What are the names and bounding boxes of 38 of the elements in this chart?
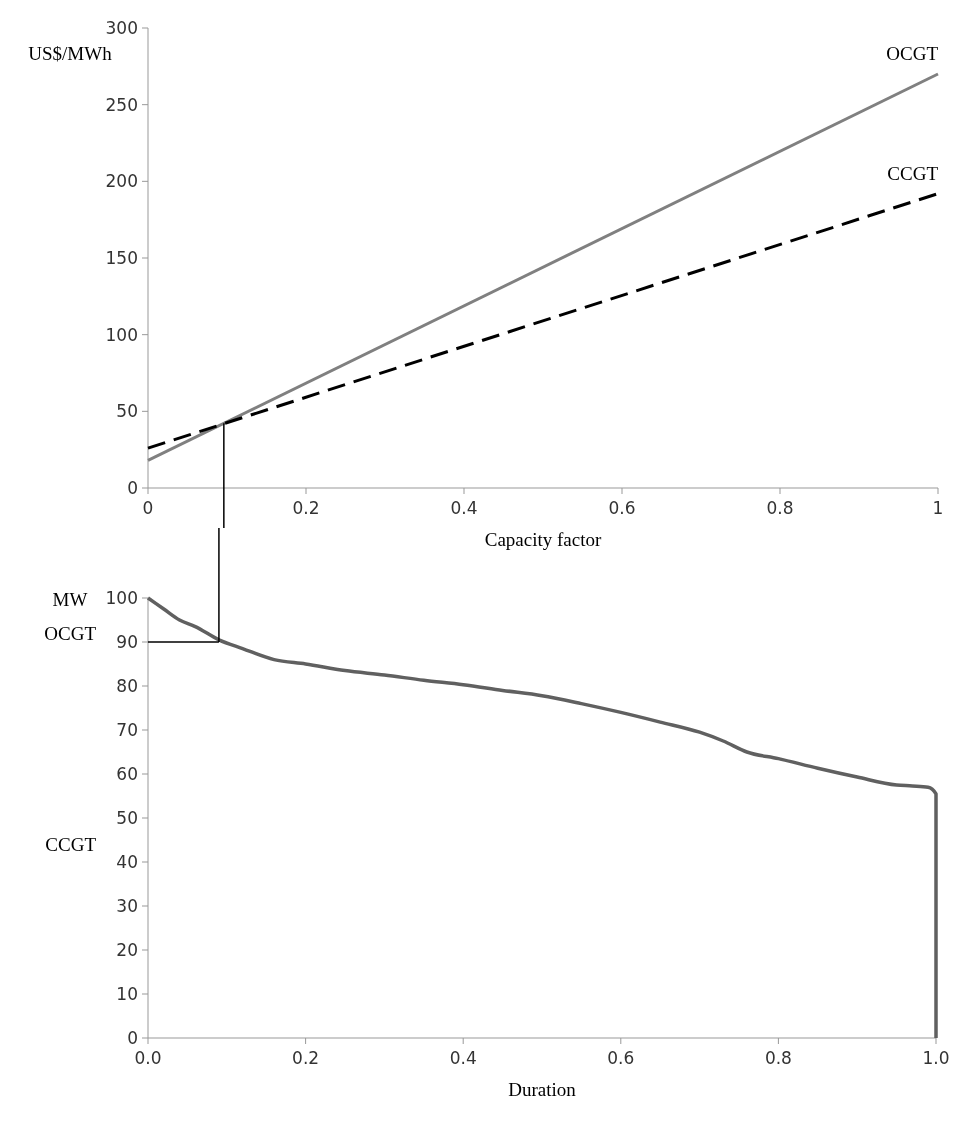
- x-tick-label: 0.8: [764, 1048, 792, 1068]
- y-tick-label: 70: [116, 719, 138, 740]
- x-tick-label: 0: [142, 498, 154, 518]
- y-tick-label: 100: [105, 324, 138, 345]
- x-tick-label: 0.6: [607, 1048, 635, 1068]
- text: OCGT: [44, 622, 97, 644]
- x-tick-label: 0.4: [449, 1048, 477, 1068]
- y-tick-label: 30: [116, 895, 138, 916]
- x-tick-label: 0.2: [292, 498, 320, 518]
- y-tick-label: 50: [116, 401, 138, 422]
- x-tick-label: 1: [932, 498, 944, 518]
- y-tick-label: 20: [116, 939, 138, 960]
- x-axis-title: Capacity factor: [484, 529, 602, 550]
- x-tick-label: 0.0: [134, 1048, 162, 1068]
- y-tick-label: 200: [105, 171, 138, 192]
- y-tick-label: 150: [105, 247, 138, 268]
- x-tick-label: 0.4: [450, 498, 478, 518]
- y-axis-title: MW: [52, 589, 88, 610]
- x-tick-label: 0.2: [292, 1048, 320, 1068]
- y-tick-label: 0: [127, 477, 138, 498]
- y-tick-label: 40: [116, 851, 138, 872]
- y-tick-label: 300: [105, 17, 138, 38]
- text: CCGT: [45, 834, 97, 856]
- series-label: CCGT: [887, 162, 939, 184]
- y-tick-label: 100: [105, 587, 138, 608]
- y-tick-label: 60: [116, 763, 138, 784]
- y-tick-label: 50: [116, 807, 138, 828]
- x-tick-label: 0.8: [766, 498, 794, 518]
- x-tick-label: 1.0: [922, 1048, 950, 1068]
- y-tick-label: 250: [105, 94, 138, 115]
- series-label: OCGT: [886, 43, 939, 64]
- y-axis-title: US$/MWh: [28, 43, 113, 64]
- y-tick-label: 90: [116, 631, 138, 652]
- y-tick-label: 10: [116, 983, 138, 1004]
- y-tick-label: 0: [127, 1027, 138, 1048]
- x-axis-title: Duration: [508, 1079, 577, 1100]
- y-tick-label: 80: [116, 675, 138, 696]
- x-tick-label: 0.6: [608, 498, 636, 518]
